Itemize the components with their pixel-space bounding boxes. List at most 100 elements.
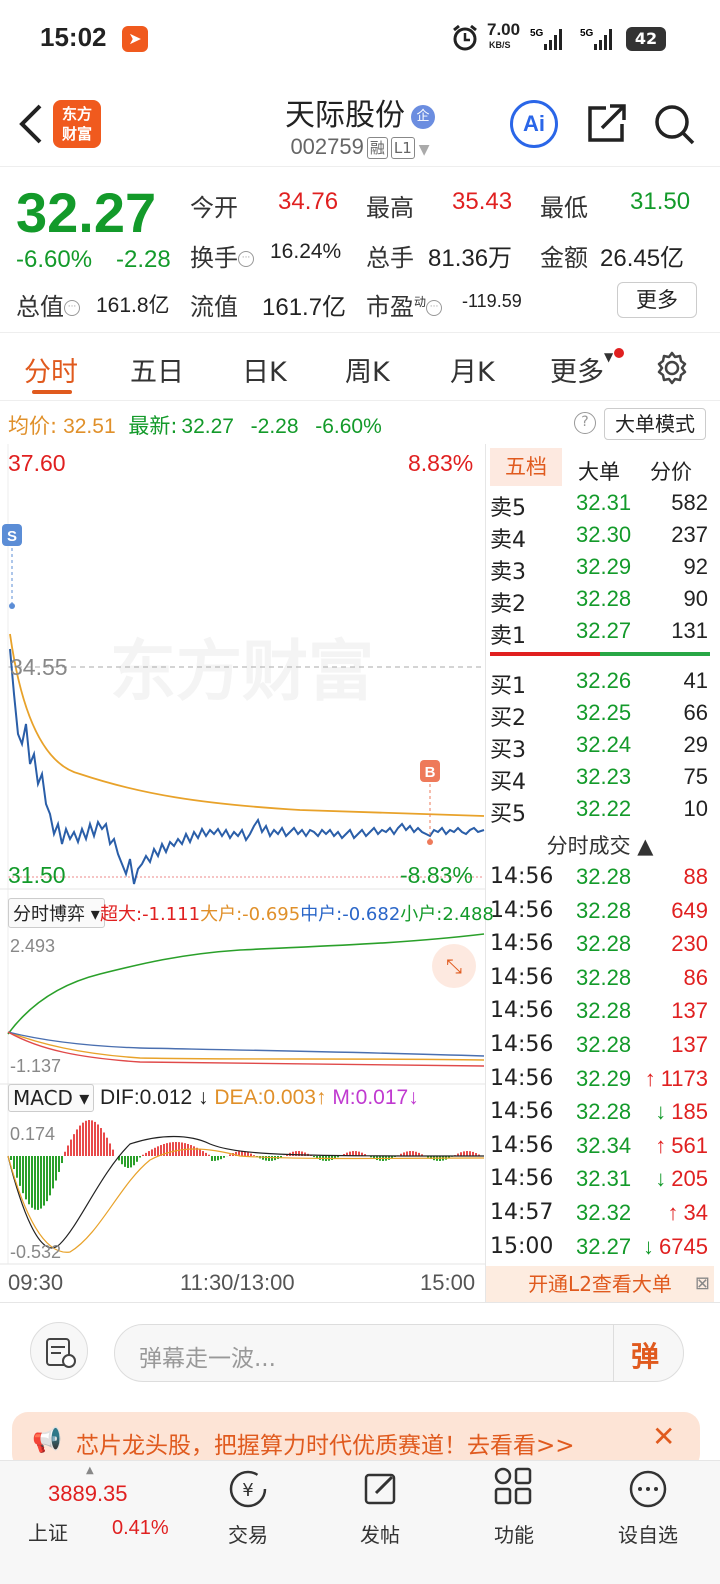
back-arrow-icon[interactable] (16, 100, 46, 150)
help-icon[interactable]: ? (574, 412, 596, 434)
info-icon[interactable]: ··· (426, 300, 443, 316)
macd-bar (205, 1152, 207, 1156)
post-icon[interactable] (360, 1467, 404, 1511)
alarm-icon (453, 24, 477, 51)
row-label: 买5 (490, 802, 526, 827)
danmu-send-button[interactable]: 弹 (631, 1340, 660, 1373)
macd-bar (70, 1139, 72, 1156)
l2-promo-bar[interactable]: 开通L2查看大单 ⊠ (486, 1266, 714, 1302)
row-volume: 237 (671, 522, 708, 547)
expand-icon[interactable]: ⤡ (432, 944, 476, 988)
intraday-chart[interactable]: 东方财富 S B (0, 444, 486, 1304)
share-icon[interactable] (586, 102, 628, 144)
stock-code-row[interactable]: 002759 融 L1 ▼ (0, 134, 720, 160)
tab-big-orders[interactable]: 大单 (578, 460, 620, 484)
macd-bar (475, 1153, 477, 1156)
marker-s-label: S (7, 528, 17, 545)
macd-bar (154, 1147, 156, 1156)
macd-bar (478, 1154, 480, 1156)
settings-gear-icon[interactable] (654, 350, 690, 386)
row-label: 卖2 (490, 592, 526, 617)
marker-s-dot (9, 603, 15, 609)
macd-bar (211, 1156, 213, 1161)
macd-bar (136, 1156, 138, 1162)
macd-select[interactable]: MACD ▾ (8, 1084, 95, 1112)
macd-bar (262, 1156, 264, 1160)
tab-weekly-k[interactable]: 周K (345, 357, 390, 388)
search-icon[interactable] (652, 102, 696, 146)
battery-level: 42 (634, 29, 658, 48)
danmu-settings-button[interactable] (30, 1322, 88, 1380)
function-icon[interactable] (492, 1467, 536, 1511)
svg-text:5G: 5G (580, 28, 594, 39)
row-volume: ↑ 561 (655, 1132, 708, 1158)
nav-watchlist-settings[interactable]: 设自选 (618, 1523, 678, 1547)
more-icon[interactable] (626, 1467, 670, 1511)
macd-histogram (10, 1120, 483, 1210)
big-order-mode-button[interactable]: 大单模式 (604, 408, 706, 440)
macd-bar (394, 1156, 396, 1158)
row-price: 32.25 (576, 700, 632, 725)
bid-row: 买3 32.24 29 (490, 732, 710, 764)
trade-icon[interactable]: ¥ (226, 1467, 270, 1511)
macd-bar (55, 1156, 57, 1181)
macd-bar (355, 1151, 357, 1156)
stock-title: 天际股份企 (0, 90, 720, 134)
macd-bar (370, 1156, 372, 1158)
macd-bar (313, 1156, 315, 1158)
row-price: 32.28 (576, 864, 632, 889)
tab-monthly-k[interactable]: 月K (450, 357, 495, 388)
macd-bar (40, 1156, 42, 1209)
macd-bar (19, 1156, 21, 1186)
margin-tag: 融 (366, 137, 388, 159)
float-label: 流值 (190, 293, 238, 321)
dropdown-icon[interactable]: ▼ (418, 142, 430, 158)
nav-trade[interactable]: 交易 (228, 1523, 268, 1547)
ticks-title[interactable]: 分时成交 ▲ (546, 834, 654, 858)
row-price: 32.31 (576, 490, 632, 515)
collapse-icon[interactable]: ▲ (86, 1465, 94, 1476)
row-price: 32.32 (576, 1200, 632, 1225)
macd-bar (415, 1151, 417, 1156)
macd-bar (430, 1156, 432, 1160)
close-icon[interactable]: ⊠ (694, 1273, 710, 1294)
row-label: 14:56 (490, 1132, 554, 1158)
danmu-input[interactable]: 弹幕走一波... 弹 (114, 1324, 684, 1382)
ai-button[interactable]: Ai (510, 100, 558, 148)
row-label: 卖5 (490, 496, 526, 521)
macd-bar (58, 1156, 60, 1172)
macd-bar (199, 1149, 201, 1156)
tab-more[interactable]: 更多▼ (550, 350, 614, 388)
info-icon[interactable]: ··· (238, 251, 254, 267)
flow-indicator-select[interactable]: 分时博弈 ▾ (8, 898, 105, 928)
macd-bar (25, 1156, 27, 1200)
row-price: 32.31 (576, 1166, 632, 1192)
row-label: 买1 (490, 674, 526, 699)
nav-post[interactable]: 发帖 (360, 1523, 400, 1547)
tab-five-levels[interactable]: 五档 (490, 448, 562, 486)
marker-b-label: B (425, 764, 436, 781)
macd-bar (88, 1120, 90, 1156)
tab-daily-k[interactable]: 日K (242, 357, 287, 388)
info-icon[interactable]: ··· (64, 300, 80, 316)
nav-function[interactable]: 功能 (494, 1523, 534, 1547)
more-quote-button[interactable]: 更多 (617, 282, 697, 318)
row-price: 32.28 (576, 1032, 632, 1057)
macd-bar (130, 1156, 132, 1168)
tab-five-day[interactable]: 五日 (130, 357, 184, 388)
tab-price-dist[interactable]: 分价 (650, 460, 692, 484)
macd-bar (406, 1151, 408, 1156)
float-value: 161.7亿 (262, 294, 347, 321)
banner-text: 芯片龙头股，把握算力时代优质赛道！去看看>> (76, 1433, 575, 1459)
macd-bar (64, 1151, 66, 1156)
tab-intraday[interactable]: 分时 (24, 357, 78, 388)
macd-bar (103, 1132, 105, 1156)
stock-code: 002759 (290, 134, 364, 159)
marker-s-badge (2, 524, 22, 546)
enterprise-badge: 企 (411, 104, 435, 129)
row-label: 14:56 (490, 864, 554, 889)
row-price: 32.23 (576, 764, 632, 789)
row-volume: 131 (671, 618, 708, 643)
close-icon[interactable]: ✕ (652, 1420, 676, 1453)
row-volume: 582 (671, 490, 708, 515)
